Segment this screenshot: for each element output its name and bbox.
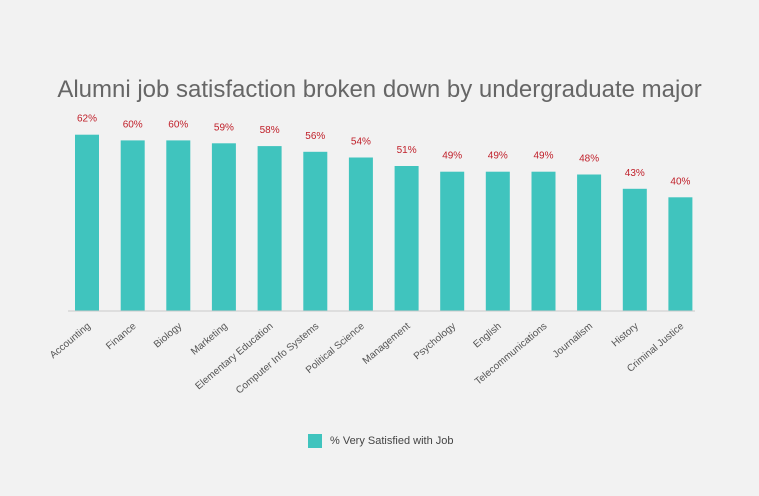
data-label: 60% — [123, 119, 143, 130]
data-label: 54% — [351, 137, 371, 148]
x-tick-label: English — [472, 321, 504, 351]
x-tick-label: Management — [361, 321, 413, 367]
x-tick-label: Psychology — [412, 321, 458, 362]
x-tick-label: Elementary Education — [194, 321, 276, 392]
x-tick-label: Accounting — [48, 321, 93, 361]
data-label: 51% — [397, 145, 417, 156]
bar-political-science — [348, 157, 373, 311]
data-label: 43% — [625, 168, 645, 179]
bar-accounting — [75, 134, 99, 311]
bar-management — [394, 166, 419, 311]
bar-biology — [166, 140, 191, 311]
data-label: 58% — [260, 125, 280, 136]
data-label: 49% — [488, 151, 508, 162]
legend: % Very Satisfied with Job — [308, 434, 454, 448]
bar-criminal-justice — [668, 197, 693, 311]
legend-swatch — [308, 434, 322, 448]
data-label: 48% — [579, 154, 599, 165]
data-label: 40% — [670, 176, 690, 187]
bar-history — [622, 188, 647, 311]
data-label: 62% — [77, 114, 97, 125]
data-label: 49% — [533, 151, 553, 162]
x-tick-label: Computer Info Systems — [234, 321, 321, 397]
chart-title: Alumni job satisfaction broken down by u… — [57, 76, 702, 103]
data-label: 60% — [168, 119, 188, 130]
bar-computer-info-systems — [303, 151, 328, 311]
x-tick-label: History — [610, 321, 641, 349]
legend-label: % Very Satisfied with Job — [330, 435, 454, 447]
bar-psychology — [440, 171, 465, 311]
bar-marketing — [211, 143, 236, 311]
bar-finance — [120, 140, 145, 311]
bar-elementary-education — [257, 146, 282, 311]
x-tick-label: Marketing — [189, 321, 230, 358]
bar-journalism — [577, 174, 602, 311]
bar-english — [485, 171, 510, 311]
x-tick-label: Journalism — [551, 321, 595, 361]
x-tick-label: Biology — [152, 321, 184, 351]
data-label: 49% — [442, 151, 462, 162]
x-tick-label: Finance — [104, 321, 139, 353]
data-label: 59% — [214, 122, 234, 133]
bar-telecommunications — [531, 171, 556, 311]
data-label: 56% — [305, 131, 325, 142]
